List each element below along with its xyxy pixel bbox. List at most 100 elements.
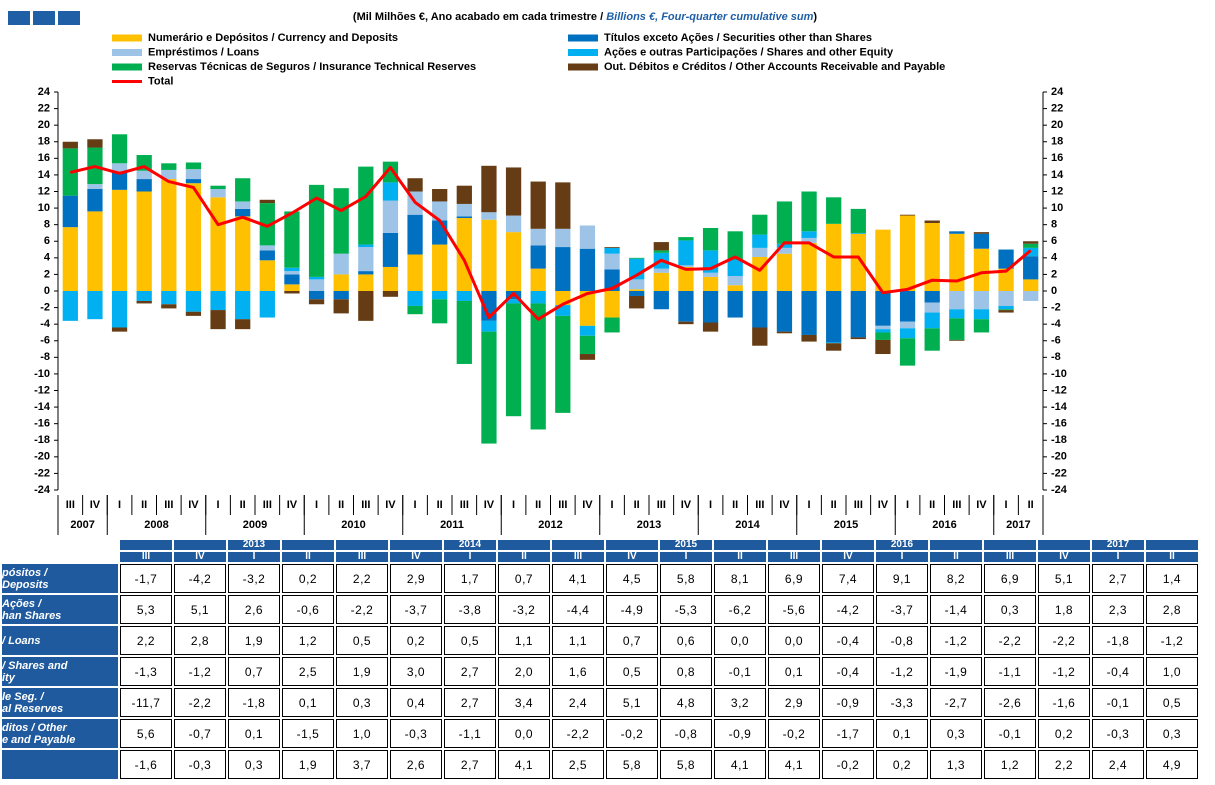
bar bbox=[850, 291, 866, 338]
table-row: pósitos / Deposits -1,7 -4,2 -3,2 0,2 2,2 2,9 1… bbox=[2, 564, 1198, 593]
bar bbox=[998, 249, 1014, 269]
bar bbox=[432, 220, 448, 245]
bar bbox=[481, 212, 497, 220]
x-tick-label: IV bbox=[188, 499, 199, 511]
total-line bbox=[69, 165, 1032, 321]
table-cell: -1,5 bbox=[282, 719, 334, 748]
bar bbox=[702, 322, 719, 332]
x-tick-label: I bbox=[118, 499, 121, 511]
table-cell: -4,9 bbox=[606, 595, 658, 624]
table-cell: -1,4 bbox=[930, 595, 982, 624]
year-label: 2017 bbox=[1006, 519, 1030, 531]
bar bbox=[259, 245, 275, 251]
year-label: 2013 bbox=[637, 519, 661, 531]
y-tick-label: 24 bbox=[38, 86, 51, 98]
bar bbox=[850, 208, 866, 233]
table-cell: -2,2 bbox=[984, 626, 1036, 655]
bar bbox=[727, 291, 743, 318]
header-year: 2015 bbox=[660, 540, 712, 550]
table-cell: 1,8 bbox=[1038, 595, 1090, 624]
bar bbox=[604, 247, 620, 248]
x-tick-label: III bbox=[460, 499, 469, 511]
table-cell: -4,4 bbox=[552, 595, 604, 624]
row-label: pósitos / Deposits bbox=[2, 564, 118, 593]
bar bbox=[924, 291, 940, 303]
legend-label: Total bbox=[148, 75, 173, 87]
table-cell: 4,1 bbox=[768, 750, 820, 779]
y-tick-label: 8 bbox=[44, 219, 50, 231]
table-cell: 0,3 bbox=[228, 750, 280, 779]
bar bbox=[185, 179, 202, 184]
x-tick-label: III bbox=[361, 499, 370, 511]
header-quarter: II bbox=[930, 552, 982, 562]
bar bbox=[235, 216, 251, 291]
bar bbox=[185, 311, 202, 316]
logo bbox=[58, 11, 80, 25]
bar bbox=[284, 271, 300, 275]
bar bbox=[875, 329, 891, 333]
bar bbox=[629, 257, 645, 259]
y-tick-label-right: 6 bbox=[1051, 235, 1057, 247]
table-cell: -4,2 bbox=[822, 595, 874, 624]
bar bbox=[1023, 279, 1039, 291]
bar bbox=[481, 331, 497, 444]
bar bbox=[555, 182, 571, 229]
title-pt: (Mil Milhões €, Ano acabado em cada trim… bbox=[353, 11, 606, 23]
bar bbox=[875, 332, 891, 340]
table-cell: -1,3 bbox=[120, 657, 172, 686]
y-tick-label: 14 bbox=[38, 169, 51, 181]
bar bbox=[875, 339, 891, 355]
x-tick-label: II bbox=[831, 499, 837, 511]
table-cell: 2,2 bbox=[336, 564, 388, 593]
table-cell: -1,6 bbox=[1038, 688, 1090, 717]
bar bbox=[973, 233, 990, 249]
table-cell: 1,9 bbox=[336, 657, 388, 686]
table-cell: 0,0 bbox=[498, 719, 550, 748]
bar bbox=[899, 321, 916, 329]
bar bbox=[579, 325, 596, 336]
table-cell: 9,1 bbox=[876, 564, 928, 593]
header-year bbox=[552, 540, 604, 550]
y-tick-label-right: -18 bbox=[1051, 434, 1067, 446]
bar bbox=[432, 291, 448, 300]
table-cell: 4,1 bbox=[714, 750, 766, 779]
table-cell: -0,2 bbox=[768, 719, 820, 748]
table-cell: -1,7 bbox=[120, 564, 172, 593]
x-tick-label: IV bbox=[287, 499, 298, 511]
bar bbox=[826, 197, 842, 224]
y-tick-label-right: 16 bbox=[1051, 152, 1063, 164]
bar bbox=[752, 247, 768, 258]
bar bbox=[111, 291, 128, 328]
x-tick-label: I bbox=[217, 499, 220, 511]
header-quarter: II bbox=[1146, 552, 1198, 562]
table-cell: 4,9 bbox=[1146, 750, 1198, 779]
y-tick-label: 4 bbox=[44, 252, 51, 264]
x-tick-label: IV bbox=[976, 499, 987, 511]
bar bbox=[530, 303, 546, 430]
bar bbox=[87, 189, 103, 212]
header-quarter: II bbox=[714, 552, 766, 562]
bar bbox=[235, 178, 251, 202]
bar bbox=[949, 291, 965, 310]
year-label: 2007 bbox=[70, 519, 94, 531]
logo bbox=[8, 11, 30, 25]
header-year bbox=[822, 540, 874, 550]
table-cell: -1,1 bbox=[984, 657, 1036, 686]
y-tick-label: 20 bbox=[38, 119, 50, 131]
table-cell: -2,2 bbox=[552, 719, 604, 748]
table-cell: 0,3 bbox=[984, 595, 1036, 624]
bar bbox=[382, 182, 399, 201]
bar bbox=[111, 134, 128, 164]
bar bbox=[1023, 243, 1039, 248]
x-tick-label: IV bbox=[385, 499, 396, 511]
bar bbox=[333, 253, 349, 275]
y-tick-label: 18 bbox=[38, 136, 50, 148]
x-tick-label: III bbox=[952, 499, 961, 511]
table-cell: 3,0 bbox=[390, 657, 442, 686]
y-tick-label-right: -16 bbox=[1051, 418, 1067, 430]
legend-swatch bbox=[112, 34, 142, 42]
bar bbox=[801, 191, 817, 232]
table-cell: 2,7 bbox=[444, 750, 496, 779]
bar bbox=[678, 237, 694, 241]
table-cell: -3,7 bbox=[876, 595, 928, 624]
